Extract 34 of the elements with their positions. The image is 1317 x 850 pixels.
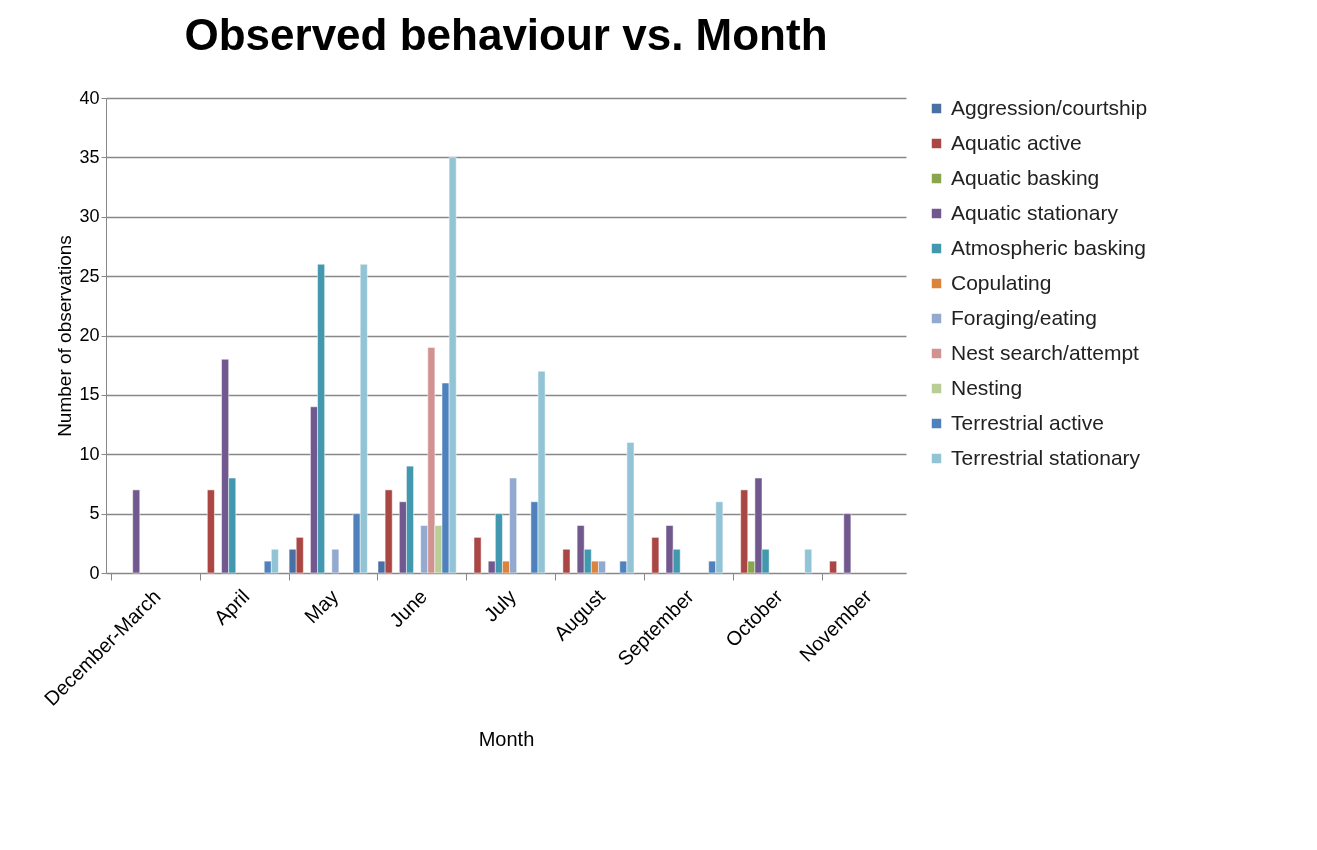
chart-title: Observed behaviour vs. Month: [184, 10, 828, 59]
y-tick-label: 40: [79, 87, 100, 108]
y-axis-title: Number of observations: [54, 235, 76, 437]
bar: [562, 549, 571, 574]
x-tick-label: July: [479, 585, 521, 626]
bar: [843, 513, 852, 574]
y-tick-label: 10: [79, 443, 100, 464]
bar: [207, 489, 215, 574]
y-tick-label: 5: [89, 503, 100, 524]
y-tick-label: 15: [79, 384, 100, 405]
x-axis-title: Month: [478, 727, 535, 750]
y-tick-label: 0: [89, 562, 100, 583]
legend-label: Foraging/eating: [951, 305, 1097, 329]
bar: [132, 489, 141, 574]
y-tick-label: 25: [79, 265, 100, 286]
legend-label: Copulating: [951, 270, 1052, 294]
y-tick-label: 20: [79, 325, 100, 345]
legend-label: Aquatic basking: [951, 165, 1100, 189]
y-tick-label: 30: [79, 206, 100, 227]
bar: [331, 549, 340, 574]
legend-label: Terrestrial active: [951, 410, 1104, 434]
legend-label: Terrestrial stationary: [951, 445, 1141, 469]
x-tick-label: May: [300, 585, 343, 628]
y-tick-label: 35: [79, 146, 100, 167]
bar: [473, 537, 482, 574]
legend-label: Nesting: [951, 375, 1023, 399]
legend-label: Aquatic stationary: [951, 200, 1119, 224]
bar: [651, 537, 660, 574]
legend-label: Aggression/courtship: [951, 95, 1148, 119]
legend-label: Atmospheric basking: [951, 235, 1146, 259]
legend-label: Nest search/attempt: [951, 340, 1140, 364]
bar: [829, 560, 837, 574]
legend-label: Aquatic active: [951, 130, 1082, 154]
bar: [804, 549, 813, 574]
